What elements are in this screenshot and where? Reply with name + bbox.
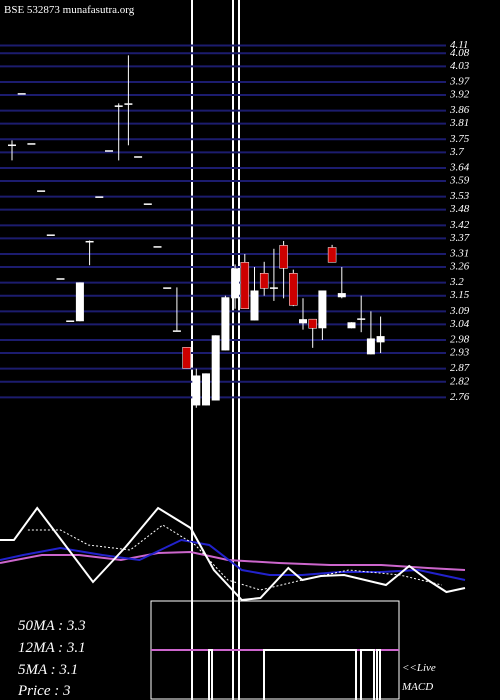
candle-body [172, 330, 181, 332]
candle-body [299, 319, 307, 324]
chart-title: BSE 532873 munafasutra.org [4, 4, 135, 16]
y-tick-label: 4.08 [450, 47, 470, 59]
y-tick-label: 3.37 [449, 232, 470, 244]
candle-body [231, 268, 240, 299]
candle-body [75, 282, 84, 322]
candle-body [337, 293, 346, 298]
candle-body [240, 262, 250, 309]
y-tick-label: 3.81 [449, 117, 469, 129]
y-tick-label: 3.26 [449, 261, 470, 273]
candle-body [37, 190, 46, 192]
candle-body [124, 103, 133, 105]
ma-line [0, 506, 466, 602]
annotation: Price : 3 [17, 683, 70, 699]
annotation: MACD [401, 681, 433, 693]
y-tick-label: 2.87 [450, 362, 470, 374]
annotation: 12MA : 3.1 [18, 640, 86, 656]
candle-body [66, 320, 75, 322]
candle-body [17, 93, 26, 95]
candle-body [259, 273, 269, 289]
candle-body [163, 287, 172, 289]
annotation: 50MA : 3.3 [18, 618, 86, 634]
y-tick-label: 2.82 [450, 375, 470, 387]
candle-body [289, 273, 298, 306]
candle-body [8, 144, 16, 147]
y-tick-label: 3.04 [449, 318, 470, 330]
candle-body [202, 373, 210, 406]
candle-body [114, 105, 123, 107]
candle-body [376, 336, 385, 343]
annotation: <<Live [402, 662, 436, 674]
y-tick-label: 4.03 [450, 60, 470, 72]
candle-body [182, 347, 191, 369]
candle-body [192, 375, 201, 406]
candle-body [279, 245, 288, 269]
candle-body [269, 287, 278, 289]
candle-body [134, 156, 143, 158]
y-tick-label: 2.93 [450, 347, 470, 359]
y-tick-label: 3.7 [449, 146, 464, 158]
candle-body [318, 290, 327, 329]
y-tick-label: 3.2 [449, 276, 464, 288]
candle-body [95, 196, 104, 198]
candle-body [153, 246, 162, 248]
y-tick-label: 3.42 [449, 219, 470, 231]
y-tick-label: 3.53 [449, 190, 470, 202]
y-tick-label: 3.92 [449, 89, 470, 101]
candle-body [211, 335, 220, 401]
candle-body [250, 290, 259, 321]
candle-body [143, 203, 152, 205]
y-tick-label: 2.76 [450, 391, 470, 403]
candle-body [56, 278, 65, 280]
candle-body [347, 322, 356, 329]
y-tick-label: 2.98 [450, 334, 470, 346]
y-tick-label: 3.48 [449, 203, 470, 215]
candle-body [327, 247, 337, 263]
ma-line [27, 524, 442, 591]
candle-body [85, 240, 94, 243]
y-tick-label: 3.09 [449, 305, 470, 317]
y-tick-label: 3.59 [449, 175, 470, 187]
macd-bars [208, 649, 381, 700]
y-tick-label: 3.31 [449, 248, 469, 260]
y-tick-label: 3.97 [449, 75, 470, 87]
annotation: 5MA : 3.1 [18, 662, 78, 678]
candle-body [366, 338, 375, 355]
candle-body [105, 150, 113, 152]
y-tick-label: 3.75 [449, 133, 470, 145]
y-tick-label: 4.11 [450, 39, 468, 51]
macd-panel [150, 600, 400, 700]
candle-body [221, 297, 230, 351]
candle-body [357, 318, 366, 320]
y-tick-label: 3.15 [449, 289, 470, 301]
candle-body [46, 234, 55, 236]
candle-body [27, 143, 36, 145]
y-tick-label: 3.86 [449, 104, 470, 116]
candle-body [308, 318, 317, 329]
y-tick-label: 3.64 [449, 162, 470, 174]
